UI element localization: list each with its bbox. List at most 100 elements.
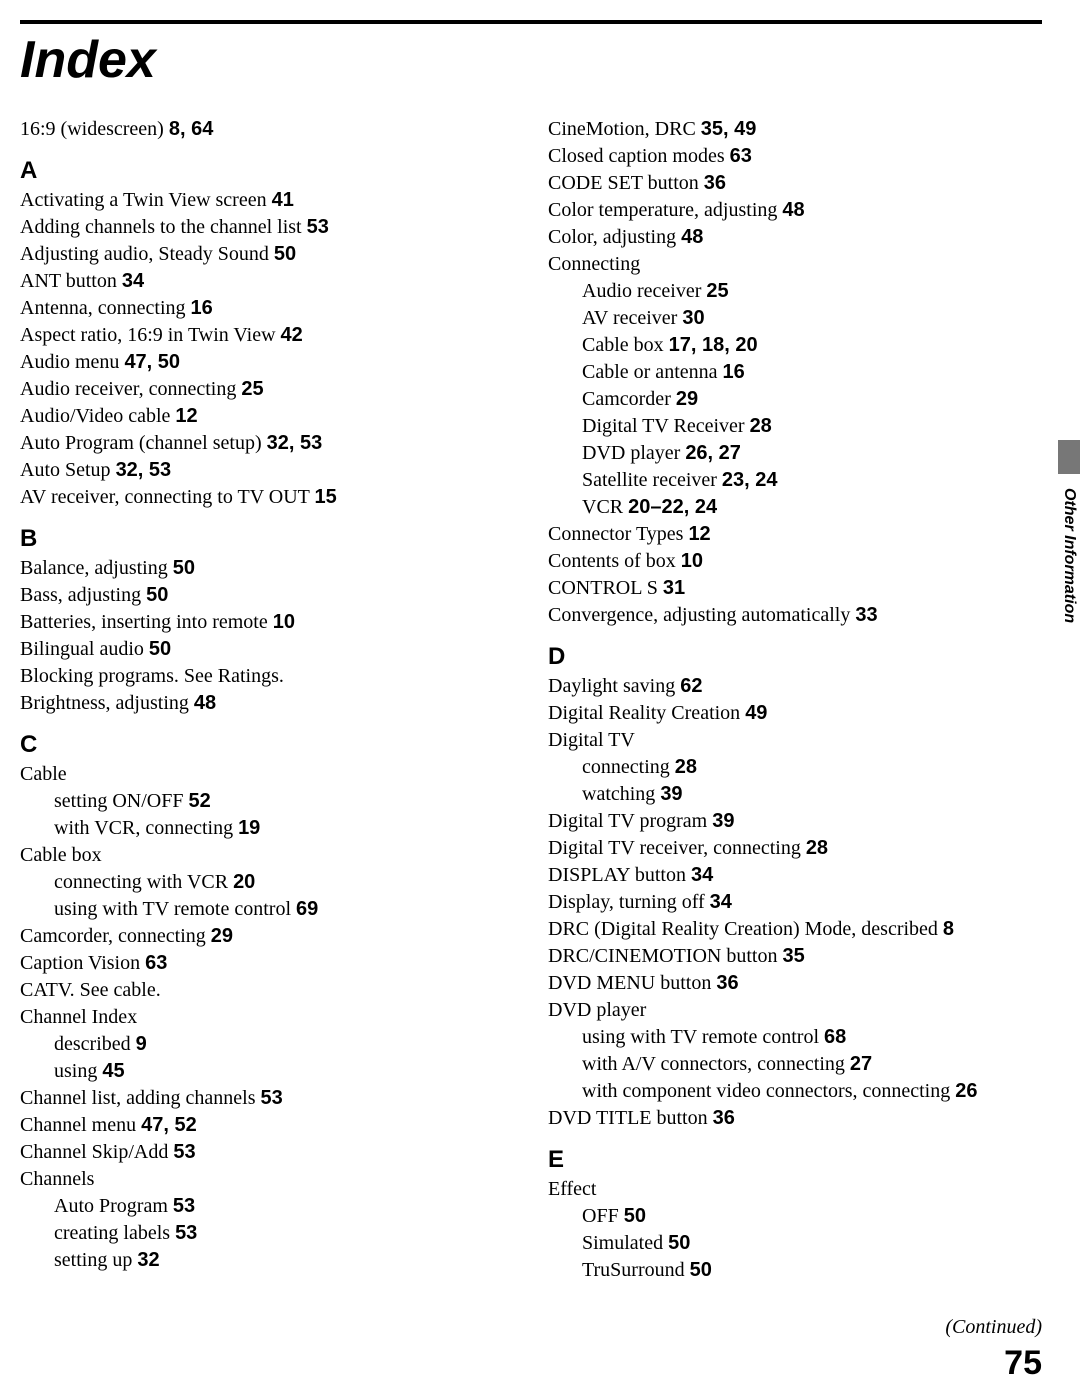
index-entry: Digital TV program 39 — [548, 808, 1042, 835]
index-entry: Audio receiver 25 — [548, 278, 1042, 305]
entry-pages: 62 — [680, 675, 702, 697]
entry-text: AV receiver, connecting to TV OUT — [20, 486, 315, 508]
index-entry: Effect — [548, 1176, 1042, 1203]
index-entry: Digital Reality Creation 49 — [548, 700, 1042, 727]
entry-text: Contents of box — [548, 550, 681, 572]
entry-pages: 36 — [713, 1107, 735, 1129]
entry-text: Digital TV Receiver — [582, 415, 750, 437]
entry-pages: 53 — [307, 216, 329, 238]
index-entry: CODE SET button 36 — [548, 170, 1042, 197]
entry-text: creating labels — [54, 1222, 175, 1244]
entry-pages: 50 — [624, 1205, 646, 1227]
entry-text: Activating a Twin View screen — [20, 189, 272, 211]
continued-label: (Continued) — [945, 1316, 1042, 1339]
entry-text: Camcorder, connecting — [20, 925, 211, 947]
index-entry: Cable box — [20, 842, 514, 869]
entry-text: Channel Index — [20, 1006, 137, 1028]
entry-text: DVD player — [582, 442, 685, 464]
entry-pages: 17, 18, 20 — [669, 334, 758, 356]
index-entry: using with TV remote control 69 — [20, 896, 514, 923]
entry-pages: 50 — [149, 638, 171, 660]
entry-text: Digital TV — [548, 729, 635, 751]
entry-text: Auto Program — [54, 1195, 173, 1217]
index-entry: Antenna, connecting 16 — [20, 295, 514, 322]
entry-text: with A/V connectors, connecting — [582, 1053, 850, 1075]
index-entry: 16:9 (widescreen) 8, 64 — [20, 116, 514, 143]
entry-text: DVD TITLE button — [548, 1107, 713, 1129]
index-entry: Digital TV receiver, connecting 28 — [548, 835, 1042, 862]
index-entry: Contents of box 10 — [548, 548, 1042, 575]
index-entry: setting ON/OFF 52 — [20, 788, 514, 815]
entry-pages: 34 — [122, 270, 144, 292]
entry-text: described — [54, 1033, 136, 1055]
entry-pages: 10 — [681, 550, 703, 572]
entry-pages: 48 — [681, 226, 703, 248]
entry-pages: 41 — [272, 189, 294, 211]
entry-pages: 53 — [173, 1195, 195, 1217]
index-entry: Channels — [20, 1166, 514, 1193]
entry-text: Channels — [20, 1168, 94, 1190]
entry-pages: 26, 27 — [685, 442, 741, 464]
entry-text: DVD MENU button — [548, 972, 716, 994]
entry-pages: 47, 50 — [124, 351, 180, 373]
entry-pages: 15 — [315, 486, 337, 508]
index-entry: watching 39 — [548, 781, 1042, 808]
entry-pages: 25 — [706, 280, 728, 302]
entry-text: Bass, adjusting — [20, 584, 146, 606]
entry-pages: 39 — [712, 810, 734, 832]
index-entry: Channel list, adding channels 53 — [20, 1085, 514, 1112]
entry-text: using with TV remote control — [582, 1026, 824, 1048]
entry-pages: 8 — [943, 918, 954, 940]
entry-text: watching — [582, 783, 660, 805]
index-entry: Adding channels to the channel list 53 — [20, 214, 514, 241]
entry-pages: 28 — [750, 415, 772, 437]
entry-text: Batteries, inserting into remote — [20, 611, 273, 633]
entry-text: Effect — [548, 1178, 597, 1200]
entry-pages: 8, 64 — [169, 118, 213, 140]
entry-text: using with TV remote control — [54, 898, 296, 920]
entry-pages: 26 — [955, 1080, 977, 1102]
entry-text: Balance, adjusting — [20, 557, 173, 579]
index-entry: Auto Program (channel setup) 32, 53 — [20, 430, 514, 457]
index-columns: 16:9 (widescreen) 8, 64AActivating a Twi… — [20, 116, 1042, 1284]
entry-pages: 28 — [675, 756, 697, 778]
index-entry: Activating a Twin View screen 41 — [20, 187, 514, 214]
entry-pages: 52 — [188, 790, 210, 812]
index-entry: Cable or antenna 16 — [548, 359, 1042, 386]
entry-pages: 48 — [194, 692, 216, 714]
entry-text: DVD player — [548, 999, 646, 1021]
entry-text: Connector Types — [548, 523, 688, 545]
entry-pages: 23, 24 — [722, 469, 778, 491]
index-entry: Connecting — [548, 251, 1042, 278]
index-entry: TruSurround 50 — [548, 1257, 1042, 1284]
entry-pages: 10 — [273, 611, 295, 633]
entry-text: Audio menu — [20, 351, 124, 373]
index-entry: Convergence, adjusting automatically 33 — [548, 602, 1042, 629]
entry-text: TruSurround — [582, 1259, 690, 1281]
index-entry: DRC (Digital Reality Creation) Mode, des… — [548, 916, 1042, 943]
index-entry: Color temperature, adjusting 48 — [548, 197, 1042, 224]
entry-text: DRC/CINEMOTION button — [548, 945, 782, 967]
entry-text: Daylight saving — [548, 675, 680, 697]
entry-text: Brightness, adjusting — [20, 692, 194, 714]
entry-pages: 49 — [745, 702, 767, 724]
right-column: CineMotion, DRC 35, 49Closed caption mod… — [548, 116, 1042, 1284]
entry-text: Connecting — [548, 253, 640, 275]
entry-pages: 9 — [136, 1033, 147, 1055]
index-entry: Balance, adjusting 50 — [20, 555, 514, 582]
entry-text: Color temperature, adjusting — [548, 199, 782, 221]
entry-text: Convergence, adjusting automatically — [548, 604, 855, 626]
index-entry: with A/V connectors, connecting 27 — [548, 1051, 1042, 1078]
entry-pages: 29 — [676, 388, 698, 410]
entry-pages: 32 — [137, 1249, 159, 1271]
entry-text: Cable — [20, 763, 67, 785]
index-page: Index 16:9 (widescreen) 8, 64AActivating… — [0, 0, 1080, 1395]
entry-text: Auto Setup — [20, 459, 116, 481]
entry-text: Satellite receiver — [582, 469, 722, 491]
entry-text: Caption Vision — [20, 952, 145, 974]
entry-text: DISPLAY button — [548, 864, 691, 886]
index-entry: AV receiver 30 — [548, 305, 1042, 332]
index-entry: Bass, adjusting 50 — [20, 582, 514, 609]
entry-text: CONTROL S — [548, 577, 663, 599]
entry-text: VCR — [582, 496, 628, 518]
